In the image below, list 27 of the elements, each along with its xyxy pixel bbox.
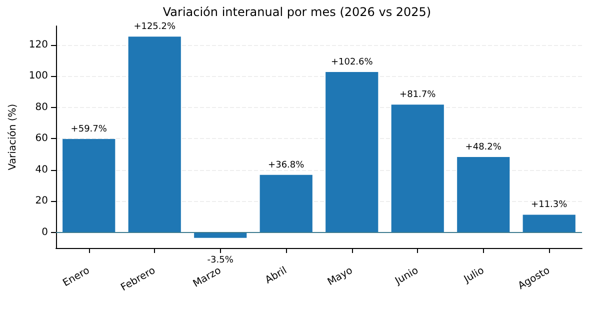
y-tick-label: 20 bbox=[35, 196, 48, 207]
bar bbox=[391, 104, 444, 232]
bar bbox=[522, 214, 576, 232]
y-axis-title: Variación (%) bbox=[8, 104, 18, 170]
data-label: +125.2% bbox=[134, 22, 176, 32]
bar bbox=[62, 139, 116, 232]
y-tick-label: 60 bbox=[35, 133, 48, 144]
data-label: +59.7% bbox=[70, 124, 108, 135]
chart-title: Variación interanual por mes (2026 vs 2025) bbox=[162, 5, 432, 19]
y-tick-label: 100 bbox=[28, 70, 48, 82]
bar bbox=[260, 174, 312, 232]
y-tick-label: 40 bbox=[35, 164, 48, 176]
y-tick-label: 0 bbox=[42, 226, 48, 238]
bar bbox=[457, 157, 510, 232]
data-label: +36.8% bbox=[268, 160, 305, 170]
data-label: -3.5% bbox=[207, 255, 234, 266]
y-tick-label: 120 bbox=[28, 39, 48, 50]
bar bbox=[326, 72, 378, 232]
data-label: +48.2% bbox=[465, 142, 502, 153]
bar bbox=[194, 232, 247, 238]
data-label: +102.6% bbox=[330, 57, 374, 68]
x-tick-label: Mayo bbox=[326, 265, 355, 288]
data-label: +11.3% bbox=[531, 200, 568, 210]
bar bbox=[128, 36, 181, 232]
y-tick-label: 80 bbox=[35, 102, 48, 113]
data-label: +81.7% bbox=[400, 90, 436, 100]
x-tick-label: Julio bbox=[462, 265, 486, 286]
